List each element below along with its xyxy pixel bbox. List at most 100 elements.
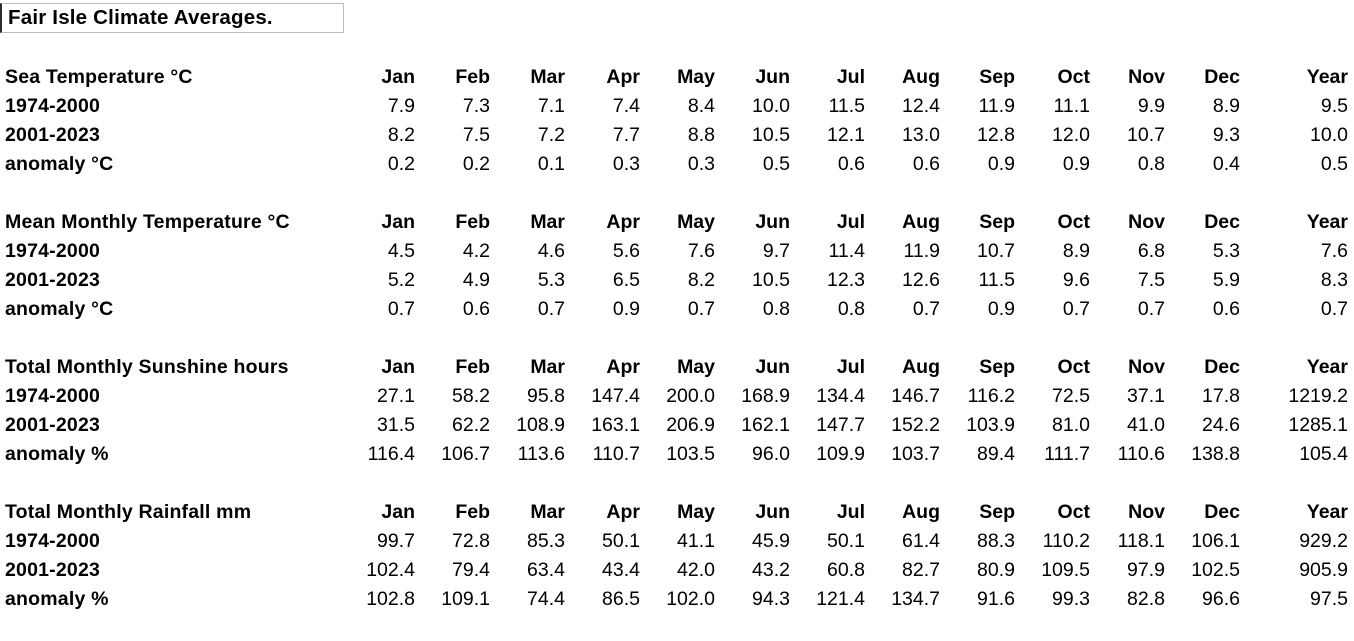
cell-mar: 63.4 xyxy=(527,559,565,581)
cell-jan: 4.5 xyxy=(387,240,415,262)
row-label: 2001-2023 xyxy=(5,414,101,436)
cell-jan: 102.8 xyxy=(366,588,415,610)
cell-aug: 61.4 xyxy=(902,530,940,552)
cell-aug: 13.0 xyxy=(902,124,940,146)
cell-jul: 121.4 xyxy=(816,588,865,610)
cell-nov: 37.1 xyxy=(1127,385,1165,407)
column-header-year: Year xyxy=(1306,66,1348,88)
cell-dec: 138.8 xyxy=(1191,443,1240,465)
cell-year: 0.5 xyxy=(1320,153,1348,175)
cell-feb: 58.2 xyxy=(452,385,490,407)
row-label: anomaly °C xyxy=(5,153,114,175)
cell-may: 102.0 xyxy=(666,588,715,610)
cell-mar: 85.3 xyxy=(527,530,565,552)
cell-dec: 102.5 xyxy=(1191,559,1240,581)
column-header-mar: Mar xyxy=(530,211,565,233)
cell-feb: 62.2 xyxy=(452,414,490,436)
cell-may: 0.3 xyxy=(687,153,715,175)
cell-aug: 12.6 xyxy=(902,269,940,291)
cell-jan: 8.2 xyxy=(387,124,415,146)
cell-apr: 50.1 xyxy=(602,530,640,552)
cell-oct: 81.0 xyxy=(1052,414,1090,436)
table-row-2001-2023: 2001-2023 102.4 79.4 63.4 43.4 42.0 43.2 60.8 82… xyxy=(0,556,1348,585)
cell-oct: 9.6 xyxy=(1062,269,1090,291)
column-header-sep: Sep xyxy=(979,356,1015,378)
cell-jul: 60.8 xyxy=(827,559,865,581)
cell-dec: 5.9 xyxy=(1212,269,1240,291)
cell-sep: 11.9 xyxy=(978,95,1015,117)
section-header-row: Mean Monthly Temperature °C Jan Feb Mar Apr M… xyxy=(0,208,1348,237)
cell-aug: 146.7 xyxy=(891,385,940,407)
cell-jun: 43.2 xyxy=(752,559,790,581)
column-header-jul: Jul xyxy=(836,211,865,233)
cell-jan: 27.1 xyxy=(377,385,415,407)
cell-year: 1285.1 xyxy=(1288,414,1348,436)
cell-oct: 99.3 xyxy=(1052,588,1090,610)
column-header-oct: Oct xyxy=(1057,66,1090,88)
cell-sep: 0.9 xyxy=(987,153,1015,175)
column-header-jul: Jul xyxy=(836,501,865,523)
cell-jun: 162.1 xyxy=(741,414,790,436)
cell-jan: 0.7 xyxy=(387,298,415,320)
column-header-may: May xyxy=(677,501,715,523)
row-label: anomaly % xyxy=(5,443,109,465)
cell-apr: 6.5 xyxy=(612,269,640,291)
cell-year: 7.6 xyxy=(1320,240,1348,262)
cell-apr: 5.6 xyxy=(612,240,640,262)
column-header-sep: Sep xyxy=(979,211,1015,233)
column-header-feb: Feb xyxy=(455,66,490,88)
column-header-nov: Nov xyxy=(1128,501,1165,523)
cell-jun: 0.8 xyxy=(762,298,790,320)
column-header-may: May xyxy=(677,66,715,88)
cell-mar: 5.3 xyxy=(537,269,565,291)
column-header-jun: Jun xyxy=(755,356,790,378)
table-row-2001-2023: 2001-2023 8.2 7.5 7.2 7.7 8.8 10.5 12.1 13.0 12.8… xyxy=(0,121,1348,150)
cell-jun: 9.7 xyxy=(762,240,790,262)
cell-may: 206.9 xyxy=(666,414,715,436)
column-header-year: Year xyxy=(1306,211,1348,233)
cell-jul: 11.4 xyxy=(828,240,865,262)
cell-dec: 24.6 xyxy=(1202,414,1240,436)
column-header-jul: Jul xyxy=(836,356,865,378)
cell-nov: 0.8 xyxy=(1137,153,1165,175)
cell-mar: 113.6 xyxy=(517,443,565,465)
cell-may: 0.7 xyxy=(687,298,715,320)
cell-feb: 0.2 xyxy=(462,153,490,175)
cell-aug: 11.9 xyxy=(903,240,940,262)
cell-oct: 111.7 xyxy=(1044,443,1090,465)
cell-nov: 82.8 xyxy=(1127,588,1165,610)
cell-sep: 91.6 xyxy=(977,588,1015,610)
cell-oct: 11.1 xyxy=(1053,95,1090,117)
cell-jun: 0.5 xyxy=(762,153,790,175)
cell-jun: 10.5 xyxy=(752,269,790,291)
cell-oct: 0.9 xyxy=(1062,153,1090,175)
cell-year: 1219.2 xyxy=(1288,385,1348,407)
column-header-aug: Aug xyxy=(902,66,940,88)
cell-apr: 7.4 xyxy=(612,95,640,117)
column-header-oct: Oct xyxy=(1057,211,1090,233)
cell-year: 8.3 xyxy=(1320,269,1348,291)
table-row-anomaly: anomaly % 116.4 106.7 113.6 110.7 103.5 96.0 10… xyxy=(0,440,1348,469)
cell-nov: 9.9 xyxy=(1137,95,1165,117)
cell-oct: 72.5 xyxy=(1052,385,1090,407)
cell-jun: 168.9 xyxy=(741,385,790,407)
cell-year: 0.7 xyxy=(1320,298,1348,320)
cell-feb: 106.7 xyxy=(441,443,490,465)
cell-aug: 0.6 xyxy=(912,153,940,175)
cell-jul: 0.8 xyxy=(837,298,865,320)
cell-mar: 95.8 xyxy=(527,385,565,407)
column-header-oct: Oct xyxy=(1057,501,1090,523)
cell-nov: 6.8 xyxy=(1137,240,1165,262)
column-header-aug: Aug xyxy=(902,356,940,378)
row-label: 2001-2023 xyxy=(5,559,101,581)
cell-dec: 0.4 xyxy=(1212,153,1240,175)
cell-apr: 163.1 xyxy=(591,414,640,436)
cell-nov: 118.1 xyxy=(1117,530,1165,552)
cell-apr: 110.7 xyxy=(592,443,640,465)
sections-container: Sea Temperature °C Jan Feb Mar Apr May Jun Jul A… xyxy=(0,63,1348,641)
cell-jul: 50.1 xyxy=(827,530,865,552)
cell-feb: 79.4 xyxy=(452,559,490,581)
cell-sep: 80.9 xyxy=(977,559,1015,581)
cell-may: 42.0 xyxy=(677,559,715,581)
